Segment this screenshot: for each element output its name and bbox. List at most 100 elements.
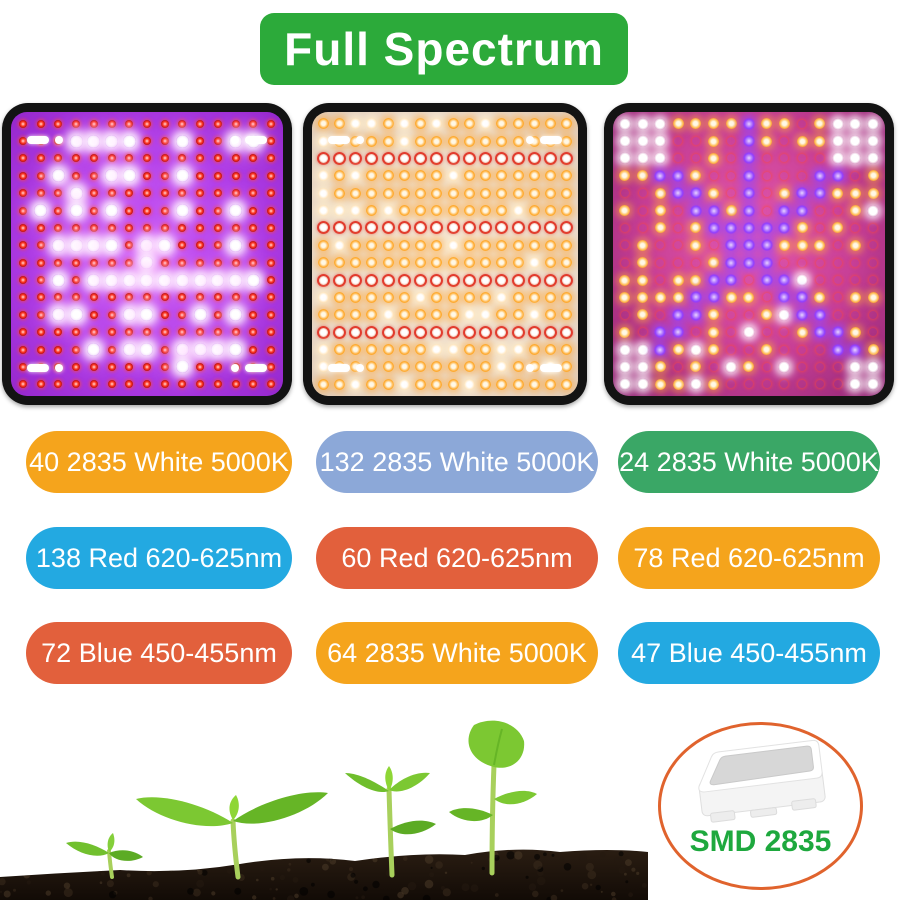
led-dot (480, 118, 492, 130)
led-dot (431, 291, 443, 303)
led-dot (105, 238, 119, 252)
led-dot (796, 135, 808, 147)
led-dot (350, 205, 362, 217)
led-dot (636, 343, 649, 356)
led-dot (869, 311, 877, 319)
led-dot (742, 204, 755, 217)
led-dot (511, 325, 525, 339)
led-dot (317, 205, 329, 217)
led-dot (446, 325, 460, 339)
led-dot (229, 204, 243, 218)
led-dot (229, 343, 243, 357)
led-dot (742, 239, 755, 252)
banner-label: Full Spectrum (284, 23, 604, 75)
led-dot (105, 273, 119, 287)
led-dot (382, 291, 394, 303)
led-dot (213, 223, 222, 232)
led-dot (725, 118, 737, 130)
led-dot (333, 205, 345, 217)
led-dot (365, 221, 379, 235)
led-dot (763, 380, 771, 388)
led-dot (213, 154, 222, 163)
led-dot (267, 293, 276, 302)
led-dot (618, 378, 631, 391)
led-dot (196, 206, 205, 215)
led-dot (656, 276, 664, 284)
led-dot (778, 118, 790, 130)
led-dot (761, 344, 773, 356)
led-dot (707, 221, 720, 234)
led-dot (654, 169, 667, 182)
led-dot (105, 204, 119, 218)
led-dot (196, 328, 205, 337)
led-dot (18, 241, 27, 250)
led-dot (725, 239, 738, 252)
led-dot (778, 187, 790, 199)
led-board-warm-white (312, 112, 578, 396)
led-dot (317, 187, 329, 199)
led-dot (267, 206, 276, 215)
led-dot (689, 343, 702, 356)
led-dot (178, 189, 187, 198)
led-dot (142, 206, 151, 215)
led-dot (125, 154, 134, 163)
led-dot (761, 135, 773, 147)
led-dot (512, 170, 524, 182)
led-dot (816, 154, 824, 162)
connector-dot (231, 136, 239, 144)
led-dot (122, 134, 136, 148)
led-dot (639, 224, 647, 232)
connector-pad (540, 136, 562, 144)
led-dot (867, 117, 880, 130)
led-dot (213, 189, 222, 198)
led-dot (366, 135, 378, 147)
led-dot (267, 189, 276, 198)
spec-label-white-64: 64 2835 White 5000K (316, 622, 598, 684)
led-dot (689, 291, 702, 304)
led-dot (834, 380, 842, 388)
spec-label-red-78: 78 Red 620-625nm (618, 527, 880, 589)
led-dot (512, 135, 524, 147)
led-dot (122, 343, 136, 357)
led-dot (708, 118, 720, 130)
led-dot (780, 137, 788, 145)
led-dot (54, 293, 63, 302)
led-dot (18, 276, 27, 285)
led-dot (54, 380, 63, 389)
led-dot (178, 223, 187, 232)
led-dot (814, 291, 826, 303)
led-dot (140, 238, 154, 252)
led-dot (512, 344, 524, 356)
soil (0, 849, 648, 900)
led-dot (317, 239, 329, 251)
spec-label-blue-72: 72 Blue 450-455nm (26, 622, 292, 684)
led-dot (317, 309, 329, 321)
led-dot (72, 362, 81, 371)
connector-pad (540, 364, 562, 372)
led-dot (398, 257, 410, 269)
led-dot (54, 154, 63, 163)
led-dot (231, 171, 240, 180)
led-dot (366, 205, 378, 217)
led-dot (382, 361, 394, 373)
led-dot (708, 135, 720, 147)
led-dot (431, 257, 443, 269)
led-dot (414, 325, 428, 339)
led-dot (851, 311, 859, 319)
led-dot (463, 344, 475, 356)
led-dot (69, 134, 83, 148)
led-dot (317, 344, 329, 356)
led-dot (545, 378, 557, 390)
led-dot (849, 343, 862, 356)
led-dot (446, 151, 460, 165)
led-dot (267, 223, 276, 232)
led-dot (496, 239, 508, 251)
led-dot (107, 119, 116, 128)
led-dot (619, 291, 631, 303)
led-dot (36, 171, 45, 180)
led-dot (196, 154, 205, 163)
led-dot (36, 241, 45, 250)
led-dot (545, 309, 557, 321)
led-dot (382, 170, 394, 182)
connector-dot (526, 136, 534, 144)
